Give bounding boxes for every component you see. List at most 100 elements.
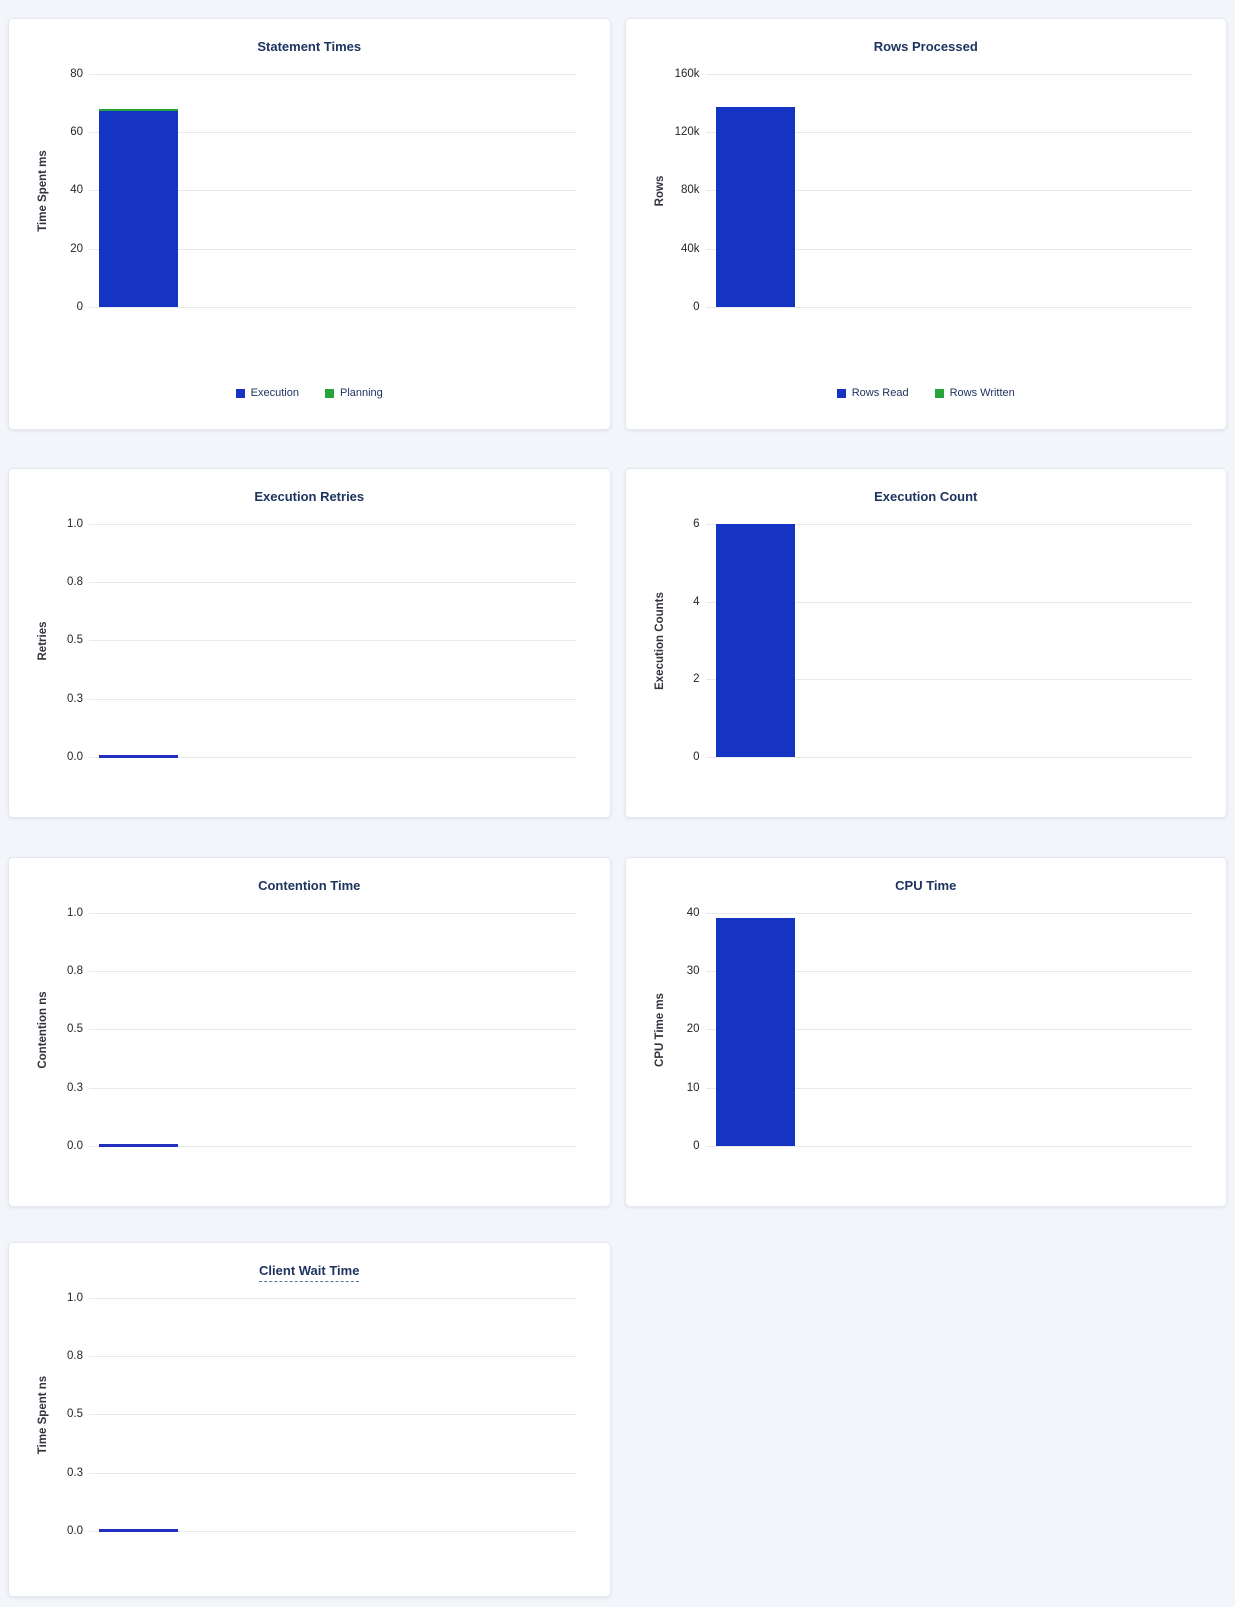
legend-label: Execution [250,387,299,399]
gridline [89,307,576,308]
y-tick-label: 1.0 [67,1292,83,1304]
legend-label: Planning [339,387,383,399]
gridline [89,132,576,133]
chart-title-execution-retries: Execution Retries [9,489,610,504]
y-tick-label: 0.3 [67,1082,83,1094]
y-tick-label: 0.8 [67,576,83,588]
gridline [705,1029,1192,1030]
gridline [705,1088,1192,1089]
chart-panel-client-wait-time: Client Wait Time Time Spent ns 0.0 0.3 0.5 0.… [8,1242,611,1597]
legend-item-planning: Planning [324,387,383,399]
y-tick-label: 80k [680,184,700,196]
y-tick-label: 0.0 [67,1140,83,1152]
bar-segment-rows-read[interactable] [715,107,795,307]
zero-value-bar-line[interactable] [99,755,178,758]
y-tick-label: 0 [76,301,83,313]
chart-title-client-wait-time: Client Wait Time [9,1263,610,1282]
y-tick-label: 40 [686,907,700,919]
chart-title-statement-times: Statement Times [9,39,610,54]
y-tick-label: 0.8 [67,1350,83,1362]
chart-title-text: Statement Times [257,39,362,54]
gridline [89,1356,576,1357]
y-tick-label: 0 [693,301,700,313]
gridline [89,913,576,914]
legend-label: Rows Read [851,387,909,399]
y-tick-label: 0.5 [67,1023,83,1035]
legend-item-rows-read: Rows Read [836,387,909,399]
zero-value-bar-line[interactable] [99,1144,178,1147]
y-tick-label: 1.0 [67,518,83,530]
zero-value-bar-line[interactable] [99,1529,178,1532]
chart-panel-execution-retries: Execution Retries Retries 0.0 0.3 0.5 0.8 1.0 [8,468,611,818]
gridline [705,249,1192,250]
legend-item-execution: Execution [235,387,299,399]
gridline [705,913,1192,914]
gridline [89,1531,576,1532]
y-tick-label: 80 [70,68,83,80]
charts-row-3: Contention Time Contention ns 0.0 0.3 0.5 0.8… [8,857,1227,1207]
y-tick-label: 0 [693,751,700,763]
gridline [89,524,576,525]
y-tick-label: 0.5 [67,634,83,646]
gridline [705,74,1192,75]
gridline [89,757,576,758]
gridline [705,971,1192,972]
chart-title-text: CPU Time [895,878,957,893]
legend-swatch-planning [324,388,334,398]
gridline [89,1298,576,1299]
chart-title-contention-time: Contention Time [9,878,610,893]
gridline [89,1146,576,1147]
gridline [89,699,576,700]
gridline [705,524,1192,525]
chart-title-text-with-tooltip[interactable]: Client Wait Time [259,1263,360,1282]
y-tick-label: 160k [674,68,700,80]
chart-title-text: Contention Time [258,878,361,893]
chart-title-execution-count: Execution Count [626,489,1227,504]
gridline [705,190,1192,191]
bar-segment-execution-count[interactable] [715,524,795,757]
y-tick-label: 20 [686,1023,700,1035]
chart-legend: Execution Planning [9,387,610,399]
y-tick-label: 0 [693,1140,700,1152]
chart-panel-cpu-time: CPU Time CPU Time ms 0 10 20 30 40 [624,857,1227,1207]
gridline [89,971,576,972]
chart-panel-statement-times: Statement Times Time Spent ms 0 20 40 60 80 Exe… [8,18,611,430]
y-tick-label: 0.0 [67,751,83,763]
y-tick-label: 30 [686,965,700,977]
y-tick-label: 120k [674,126,700,138]
charts-row-4: Client Wait Time Time Spent ns 0.0 0.3 0.5 0.… [8,1242,1227,1597]
gridline [89,582,576,583]
y-tick-label: 4 [693,596,700,608]
y-tick-label: 10 [686,1082,700,1094]
y-tick-label: 0.3 [67,693,83,705]
chart-panel-execution-count: Execution Count Execution Counts 0 2 4 6 [624,468,1227,818]
charts-row-2: Execution Retries Retries 0.0 0.3 0.5 0.8 1.0 E… [8,468,1227,818]
gridline [89,1088,576,1089]
y-tick-label: 40k [680,243,700,255]
chart-panel-contention-time: Contention Time Contention ns 0.0 0.3 0.5 0.8… [8,857,611,1207]
y-tick-label: 0.5 [67,1408,83,1420]
gridline [89,74,576,75]
y-tick-label: 1.0 [67,907,83,919]
legend-swatch-rows-read [836,388,846,398]
chart-title-text: Execution Count [874,489,978,504]
y-tick-label: 2 [693,673,700,685]
y-tick-label: 0.3 [67,1467,83,1479]
gridline [89,1414,576,1415]
y-tick-label: 0.8 [67,965,83,977]
bar-segment-planning[interactable] [99,109,178,111]
chart-title-text: Execution Retries [254,489,365,504]
charts-row-1: Statement Times Time Spent ms 0 20 40 60 80 Exe… [8,18,1227,430]
gridline [89,249,576,250]
gridline [89,1473,576,1474]
chart-title-cpu-time: CPU Time [626,878,1227,893]
gridline [705,1146,1192,1147]
gridline [705,307,1192,308]
y-tick-label: 20 [70,243,83,255]
y-tick-label: 6 [693,518,700,530]
y-tick-label: 60 [70,126,83,138]
bar-segment-cpu-time[interactable] [715,918,795,1146]
gridline [705,757,1192,758]
bar-segment-execution[interactable] [99,111,178,307]
